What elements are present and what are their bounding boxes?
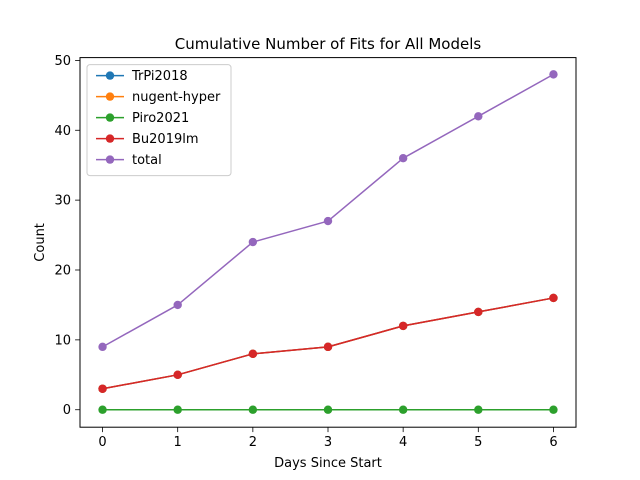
y-tick-label: 30 xyxy=(54,194,71,209)
legend-label: total xyxy=(132,153,162,168)
legend-marker xyxy=(106,155,114,163)
data-point xyxy=(549,294,557,302)
y-tick-label: 40 xyxy=(54,124,71,139)
data-point xyxy=(98,406,106,414)
data-point xyxy=(98,343,106,351)
legend-label: Bu2019lm xyxy=(132,132,199,147)
x-tick-label: 1 xyxy=(174,435,182,450)
data-point xyxy=(249,406,257,414)
x-axis-label: Days Since Start xyxy=(274,456,382,471)
data-point xyxy=(399,322,407,330)
x-tick-label: 3 xyxy=(324,435,332,450)
y-tick-label: 10 xyxy=(54,333,71,348)
legend-marker xyxy=(106,71,114,79)
data-point xyxy=(474,112,482,120)
data-point xyxy=(399,154,407,162)
data-point xyxy=(324,217,332,225)
legend-marker xyxy=(106,113,114,121)
legend-marker xyxy=(106,92,114,100)
x-tick-label: 0 xyxy=(98,435,106,450)
legend-marker xyxy=(106,134,114,142)
y-tick-label: 0 xyxy=(63,403,71,418)
data-point xyxy=(324,406,332,414)
data-point xyxy=(474,308,482,316)
data-point xyxy=(98,385,106,393)
x-tick-label: 5 xyxy=(474,435,482,450)
chart-title: Cumulative Number of Fits for All Models xyxy=(175,35,482,53)
x-tick-label: 4 xyxy=(399,435,407,450)
y-tick-label: 50 xyxy=(54,54,71,69)
data-point xyxy=(173,371,181,379)
y-tick-label: 20 xyxy=(54,263,71,278)
legend-label: Piro2021 xyxy=(132,111,189,126)
y-axis-label: Count xyxy=(33,223,48,262)
data-point xyxy=(474,406,482,414)
legend-label: nugent-hyper xyxy=(132,90,221,105)
legend-label: TrPi2018 xyxy=(131,69,188,84)
x-tick-label: 2 xyxy=(249,435,257,450)
x-tick-label: 6 xyxy=(549,435,557,450)
data-point xyxy=(324,343,332,351)
data-point xyxy=(173,406,181,414)
data-point xyxy=(549,70,557,78)
data-point xyxy=(249,238,257,246)
data-point xyxy=(399,406,407,414)
data-point xyxy=(173,301,181,309)
legend: TrPi2018 nugent-hyper Piro2021 Bu2019lm tota… xyxy=(87,65,231,176)
data-point xyxy=(549,406,557,414)
data-point xyxy=(249,350,257,358)
